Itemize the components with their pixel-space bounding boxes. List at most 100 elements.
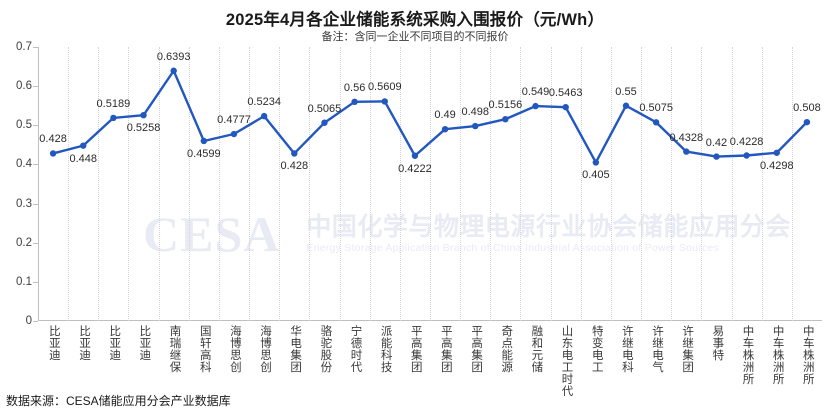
x-axis-category-label: 中车株洲所 — [741, 325, 754, 385]
data-point-label: 0.4298 — [759, 159, 794, 172]
x-axis-category-label: 比亚迪 — [78, 325, 91, 361]
y-axis-tick-mark — [33, 164, 38, 166]
y-axis-tick-mark — [33, 203, 38, 205]
gridline-vertical — [791, 47, 793, 321]
gridline-vertical — [339, 47, 341, 321]
data-point-marker[interactable] — [49, 150, 57, 157]
data-point-marker[interactable] — [351, 98, 358, 105]
gridline-vertical — [218, 47, 220, 321]
x-axis-category-label: 许继电气 — [651, 325, 663, 373]
data-point-marker[interactable] — [441, 126, 449, 133]
gridline-vertical — [610, 47, 612, 321]
gridline-vertical — [550, 47, 552, 321]
data-point-marker[interactable] — [773, 149, 780, 156]
data-point-marker[interactable] — [743, 152, 750, 159]
gridline-vertical — [98, 47, 100, 321]
data-point-marker[interactable] — [321, 119, 328, 126]
x-axis-category-label: 国轩高科 — [198, 325, 211, 373]
gridline-vertical — [369, 47, 371, 321]
data-point-label: 0.5463 — [548, 87, 583, 100]
x-axis-category-label: 平高集团 — [439, 325, 452, 373]
data-point-label: 0.5065 — [307, 102, 342, 115]
x-axis-category-labels: 比亚迪 比亚迪 比亚迪 比亚迪 南瑞继保 国轩高科 海博思创 海博思创 华电集团 骆驼股份 宁德时代… — [38, 325, 822, 397]
gridline-vertical — [520, 47, 522, 321]
y-axis-tick-label: 0.4 — [16, 158, 32, 171]
data-point-marker[interactable] — [502, 115, 509, 123]
x-axis-category-label: 比亚迪 — [47, 325, 60, 361]
gridline-vertical — [430, 47, 431, 321]
y-axis-tick-label: 0 — [25, 315, 32, 327]
data-point-label: 0.448 — [69, 152, 97, 165]
data-point-label: 0.4228 — [729, 135, 764, 148]
x-axis-category-label: 中车株洲所 — [801, 325, 814, 385]
data-point-marker[interactable] — [622, 102, 630, 109]
y-axis-tick-label: 0.3 — [16, 197, 32, 210]
gridline-vertical — [128, 47, 130, 321]
data-point-marker[interactable] — [140, 111, 147, 119]
data-point-label: 0.508 — [793, 102, 821, 115]
gridline-vertical — [731, 47, 733, 321]
data-point-marker[interactable] — [200, 137, 208, 145]
data-point-marker[interactable] — [170, 67, 177, 74]
data-point-label: 0.428 — [280, 160, 309, 173]
gridline-vertical — [279, 47, 281, 321]
data-point-marker[interactable] — [80, 142, 87, 149]
data-point-label: 0.5258 — [126, 122, 161, 135]
x-axis-category-label: 易事特 — [711, 325, 724, 361]
chart-title: 2025年4月各企业储能系统采购入围报价（元/Wh） — [225, 11, 605, 29]
gridline-vertical — [641, 47, 643, 321]
y-axis-tick-label: 0.2 — [16, 236, 32, 249]
x-axis-category-label: 平高集团 — [409, 325, 422, 373]
y-axis-tick-mark — [33, 47, 38, 48]
x-axis-category-label: 宁德时代 — [349, 325, 362, 373]
data-point-marker[interactable] — [683, 148, 690, 155]
data-point-marker[interactable] — [110, 114, 117, 122]
x-axis-category-label: 特变电工 — [590, 325, 603, 373]
data-point-marker[interactable] — [472, 122, 479, 130]
gridline-vertical — [761, 47, 763, 321]
data-point-marker[interactable] — [411, 152, 419, 159]
data-point-label: 0.5234 — [247, 96, 281, 109]
data-point-label: 0.5609 — [367, 81, 402, 94]
data-point-marker[interactable] — [260, 112, 268, 120]
data-point-label: 0.55 — [615, 85, 637, 98]
data-point-marker[interactable] — [592, 159, 600, 166]
gridline-vertical — [249, 47, 251, 321]
x-axis-category-label: 平高集团 — [470, 325, 483, 373]
data-point-label: 0.4599 — [187, 147, 221, 160]
gridline-vertical — [188, 47, 190, 321]
data-point-label: 0.42 — [705, 136, 728, 149]
x-axis-category-label: 骆驼股份 — [319, 325, 332, 373]
y-axis-tick-label: 0.5 — [16, 119, 32, 132]
x-axis-category-label: 海博思创 — [259, 325, 271, 373]
data-point-label: 0.549 — [521, 86, 550, 99]
gridline-vertical — [701, 47, 703, 321]
x-axis-category-label: 中车株洲所 — [771, 325, 784, 385]
data-point-label: 0.5156 — [488, 99, 523, 112]
y-axis-tick-mark — [33, 242, 38, 244]
plot-area: 0.428 0.448 0.5189 0.5258 0.6393 0.4599 0.4777… — [38, 47, 822, 321]
data-point-marker[interactable] — [291, 150, 298, 157]
gridline-vertical — [671, 47, 673, 321]
x-axis-category-label: 比亚迪 — [138, 325, 151, 361]
x-axis-category-label: 派能科技 — [379, 325, 392, 373]
data-point-marker[interactable] — [652, 119, 660, 126]
data-point-label: 0.5075 — [639, 102, 673, 115]
source-note: 数据来源：CESA储能应用分会产业数据库 — [6, 394, 231, 408]
data-point-marker[interactable] — [381, 98, 388, 105]
data-point-marker[interactable] — [230, 130, 238, 138]
data-point-marker[interactable] — [562, 103, 569, 111]
series-line — [51, 69, 809, 164]
data-point-marker[interactable] — [713, 153, 720, 160]
y-axis-tick-label: 0.6 — [16, 80, 32, 93]
data-point-marker[interactable] — [532, 102, 539, 110]
x-axis-category-label: 许继集团 — [681, 325, 694, 373]
gridline-vertical — [68, 47, 70, 321]
data-point-label: 0.4777 — [217, 114, 251, 126]
y-axis-tick-label: 0.1 — [16, 275, 32, 288]
data-point-marker[interactable] — [803, 118, 811, 126]
y-axis-labels: 0 0.1 0.2 0.3 0.4 0.5 0.6 0.7 — [0, 41, 830, 327]
x-axis-category-label: 海博思创 — [228, 325, 241, 373]
gridline-vertical — [309, 47, 311, 321]
